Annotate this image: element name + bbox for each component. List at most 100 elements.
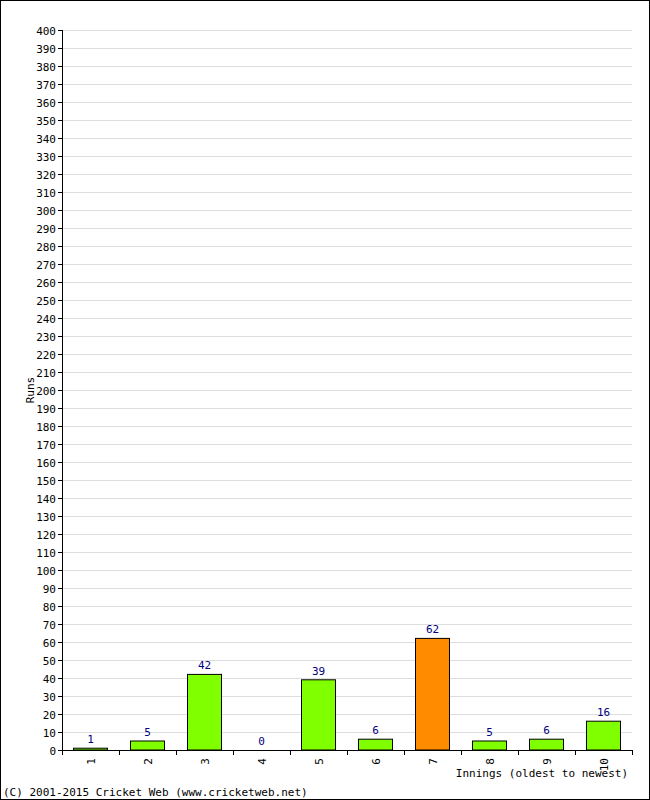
chart-svg: 0102030405060708090100110120130140150160… xyxy=(0,0,650,800)
y-tick-label: 140 xyxy=(36,493,56,506)
y-tick xyxy=(58,678,62,679)
grid-line xyxy=(62,282,632,283)
y-tick-label: 340 xyxy=(36,133,56,146)
grid-line xyxy=(62,588,632,589)
chart-container: 0102030405060708090100110120130140150160… xyxy=(0,0,650,800)
x-tick-label: 1 xyxy=(85,758,98,765)
grid-line xyxy=(62,516,632,517)
y-tick xyxy=(58,462,62,463)
y-tick-label: 280 xyxy=(36,241,56,254)
bar xyxy=(416,638,450,750)
y-tick-label: 20 xyxy=(43,709,56,722)
grid-line xyxy=(62,138,632,139)
y-tick-label: 290 xyxy=(36,223,56,236)
bar xyxy=(131,741,165,750)
y-tick-label: 180 xyxy=(36,421,56,434)
y-tick xyxy=(58,30,62,31)
grid-line xyxy=(62,714,632,715)
y-tick xyxy=(58,588,62,589)
x-tick-mark xyxy=(233,750,234,755)
bar xyxy=(188,674,222,750)
y-tick-label: 50 xyxy=(43,655,56,668)
data-label: 39 xyxy=(312,665,325,678)
y-tick-label: 100 xyxy=(36,565,56,578)
grid-line xyxy=(62,624,632,625)
bars xyxy=(74,638,621,750)
y-axis xyxy=(62,30,63,750)
bar xyxy=(245,750,279,751)
grid-line xyxy=(62,678,632,679)
grid-line xyxy=(62,246,632,247)
grid-line xyxy=(62,84,632,85)
y-tick-label: 390 xyxy=(36,43,56,56)
y-tick xyxy=(58,354,62,355)
bar xyxy=(473,741,507,750)
y-tick xyxy=(58,624,62,625)
y-tick-label: 210 xyxy=(36,367,56,380)
y-tick xyxy=(58,264,62,265)
y-tick xyxy=(58,408,62,409)
y-tick-label: 360 xyxy=(36,97,56,110)
y-tick xyxy=(58,246,62,247)
grid-line xyxy=(62,606,632,607)
y-tick xyxy=(58,66,62,67)
x-tick-mark xyxy=(632,750,633,755)
grid-line xyxy=(62,228,632,229)
y-tick xyxy=(58,156,62,157)
bar xyxy=(74,748,108,750)
y-tick-label: 80 xyxy=(43,601,56,614)
bar xyxy=(302,680,336,750)
grid-line xyxy=(62,66,632,67)
y-tick-label: 400 xyxy=(36,25,56,38)
y-tick-label: 250 xyxy=(36,295,56,308)
y-tick-label: 0 xyxy=(49,745,56,758)
x-tick-mark xyxy=(62,750,63,755)
y-tick xyxy=(58,606,62,607)
y-tick xyxy=(58,174,62,175)
y-tick xyxy=(58,102,62,103)
y-tick xyxy=(58,48,62,49)
y-tick-label: 220 xyxy=(36,349,56,362)
y-tick xyxy=(58,300,62,301)
x-tick-mark xyxy=(347,750,348,755)
grid-line xyxy=(62,156,632,157)
y-tick xyxy=(58,660,62,661)
x-tick-label: 7 xyxy=(427,758,440,765)
grid-line xyxy=(62,426,632,427)
grid-line xyxy=(62,264,632,265)
x-tick-mark xyxy=(119,750,120,755)
x-tick-label: 2 xyxy=(142,758,155,765)
y-tick-label: 240 xyxy=(36,313,56,326)
y-tick xyxy=(58,516,62,517)
x-tick-label: 4 xyxy=(256,758,269,765)
y-tick-label: 190 xyxy=(36,403,56,416)
grid-line xyxy=(62,48,632,49)
y-tick xyxy=(58,552,62,553)
bar xyxy=(587,721,621,750)
y-axis-label: Runs xyxy=(24,377,37,404)
y-tick xyxy=(58,318,62,319)
x-tick-mark xyxy=(461,750,462,755)
y-tick xyxy=(58,750,62,751)
x-tick-label: 8 xyxy=(484,758,497,765)
y-tick-label: 70 xyxy=(43,619,56,632)
y-tick-label: 330 xyxy=(36,151,56,164)
y-tick-label: 200 xyxy=(36,385,56,398)
y-tick xyxy=(58,372,62,373)
data-label: 6 xyxy=(543,724,550,737)
grid-line xyxy=(62,210,632,211)
grid-line xyxy=(62,462,632,463)
y-tick xyxy=(58,390,62,391)
y-tick xyxy=(58,480,62,481)
x-tick-label: 5 xyxy=(313,758,326,765)
data-label: 0 xyxy=(258,735,265,748)
x-tick-mark xyxy=(575,750,576,755)
x-tick-label: 6 xyxy=(370,758,383,765)
y-tick xyxy=(58,84,62,85)
grid-line xyxy=(62,318,632,319)
y-tick-label: 150 xyxy=(36,475,56,488)
y-tick xyxy=(58,120,62,121)
grid-line xyxy=(62,642,632,643)
y-tick xyxy=(58,732,62,733)
y-tick-label: 30 xyxy=(43,691,56,704)
